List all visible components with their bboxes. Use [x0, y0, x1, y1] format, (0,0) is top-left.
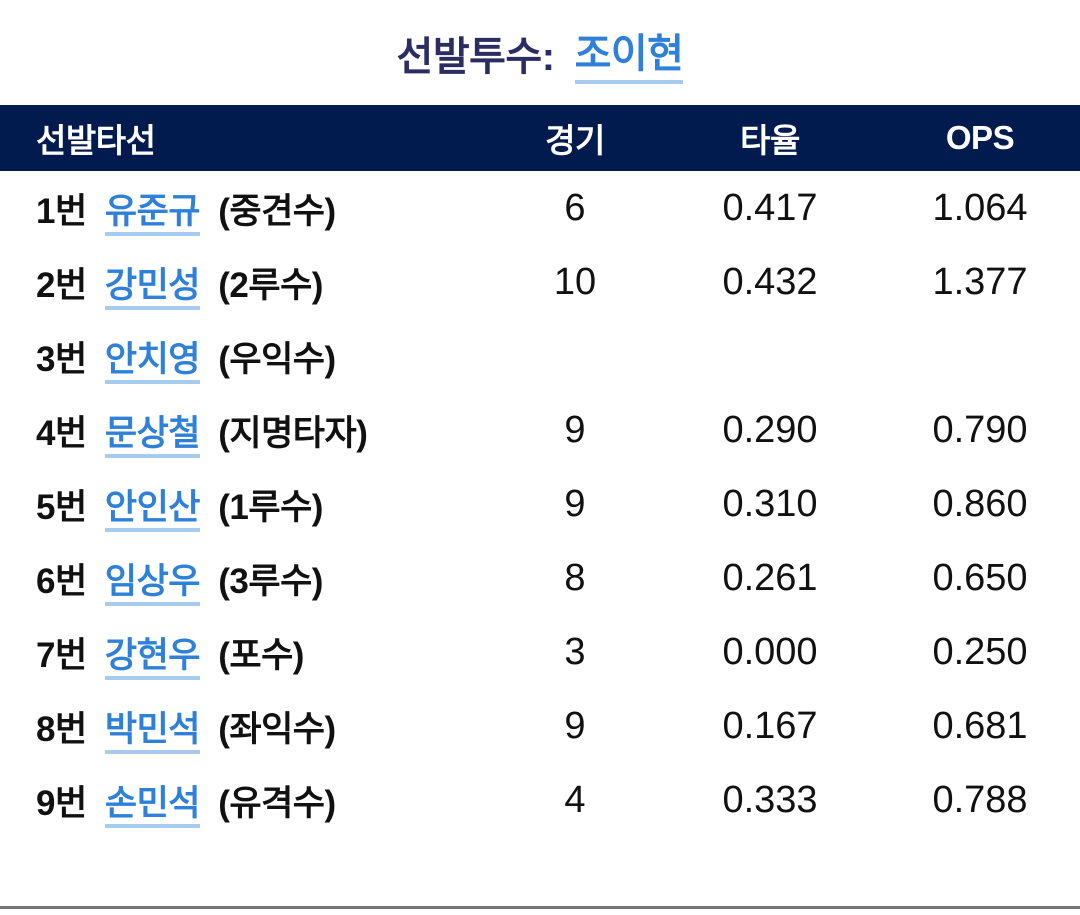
table-row: 7번 강현우 (포수) 3 0.000 0.250: [0, 615, 1080, 689]
lineup-cell: 3번 안치영 (우익수): [0, 331, 490, 384]
column-header-batting-average: 타율: [740, 122, 800, 159]
player-position-label: (1루수): [218, 487, 323, 527]
ops-value: 0.860: [932, 482, 1028, 525]
player-position-label: (우익수): [218, 339, 336, 379]
player-position-label: (3루수): [218, 561, 323, 601]
batting-order-label: 4번: [36, 413, 87, 453]
ops-value: 0.681: [932, 704, 1028, 747]
table-body: 1번 유준규 (중견수) 6 0.417 1.064 2번 강민성 (2루수) …: [0, 171, 1080, 837]
games-value: 9: [564, 704, 586, 747]
lineup-cell: 2번 강민성 (2루수): [0, 257, 490, 310]
batting-average-value: 0.432: [722, 260, 818, 303]
games-value: 3: [564, 630, 586, 673]
games-value: 4: [564, 778, 586, 821]
batting-order-label: 6번: [36, 561, 87, 601]
player-link[interactable]: 문상철: [104, 413, 201, 458]
lineup-cell: 7번 강현우 (포수): [0, 627, 490, 680]
player-position-label: (중견수): [218, 191, 336, 231]
lineup-cell: 6번 임상우 (3루수): [0, 553, 490, 606]
lineup-cell: 8번 박민석 (좌익수): [0, 701, 490, 754]
batting-average-value: 0.290: [722, 408, 818, 451]
table-row: 9번 손민석 (유격수) 4 0.333 0.788: [0, 763, 1080, 837]
player-position-label: (포수): [218, 635, 304, 675]
batting-average-value: 0.333: [722, 778, 818, 821]
games-value: 9: [564, 408, 586, 451]
games-value: 9: [564, 482, 586, 525]
ops-value: 0.790: [932, 408, 1028, 451]
batting-order-label: 8번: [36, 709, 87, 749]
bottom-divider: [0, 906, 1080, 909]
lineup-cell: 9번 손민석 (유격수): [0, 775, 490, 828]
lineup-cell: 4번 문상철 (지명타자): [0, 405, 490, 458]
batting-average-value: 0.000: [722, 630, 818, 673]
ops-value: 0.250: [932, 630, 1028, 673]
table-header: 선발타선 경기 타율 OPS: [0, 105, 1080, 171]
table-row: 8번 박민석 (좌익수) 9 0.167 0.681: [0, 689, 1080, 763]
batting-order-label: 1번: [36, 191, 87, 231]
pitcher-link[interactable]: 조이현: [574, 21, 684, 84]
player-link[interactable]: 안인산: [104, 487, 201, 532]
player-position-label: (지명타자): [218, 413, 368, 453]
player-link[interactable]: 임상우: [104, 561, 201, 606]
batting-order-label: 3번: [36, 339, 87, 379]
table-row: 1번 유준규 (중견수) 6 0.417 1.064: [0, 171, 1080, 245]
batting-average-value: 0.417: [722, 186, 818, 229]
table-row: 5번 안인산 (1루수) 9 0.310 0.860: [0, 467, 1080, 541]
player-link[interactable]: 강민성: [104, 265, 201, 310]
table-row: 6번 임상우 (3루수) 8 0.261 0.650: [0, 541, 1080, 615]
batting-order-label: 7번: [36, 635, 87, 675]
table-row: 3번 안치영 (우익수): [0, 319, 1080, 393]
column-header-lineup: 선발타선: [36, 122, 156, 159]
column-header-ops: OPS: [945, 119, 1015, 156]
player-position-label: (2루수): [218, 265, 323, 305]
batting-average-value: 0.167: [722, 704, 818, 747]
games-value: 6: [564, 186, 586, 229]
table-row: 2번 강민성 (2루수) 10 0.432 1.377: [0, 245, 1080, 319]
player-link[interactable]: 강현우: [104, 635, 201, 680]
page-title: 선발투수: 조이현: [0, 0, 1080, 105]
player-position-label: (좌익수): [218, 709, 336, 749]
player-position-label: (유격수): [218, 783, 336, 823]
games-value: 8: [564, 556, 586, 599]
batting-order-label: 5번: [36, 487, 87, 527]
ops-value: 0.788: [932, 778, 1028, 821]
batting-order-label: 2번: [36, 265, 87, 305]
ops-value: 1.377: [932, 260, 1028, 303]
player-link[interactable]: 박민석: [104, 709, 201, 754]
batting-average-value: 0.261: [722, 556, 818, 599]
ops-value: 1.064: [932, 186, 1028, 229]
lineup-cell: 1번 유준규 (중견수): [0, 183, 490, 236]
column-header-games: 경기: [545, 122, 605, 159]
table-row: 4번 문상철 (지명타자) 9 0.290 0.790: [0, 393, 1080, 467]
batting-order-label: 9번: [36, 783, 87, 823]
batting-average-value: 0.310: [722, 482, 818, 525]
player-link[interactable]: 안치영: [104, 339, 201, 384]
player-link[interactable]: 손민석: [104, 783, 201, 828]
games-value: 10: [553, 260, 597, 303]
ops-value: 0.650: [932, 556, 1028, 599]
player-link[interactable]: 유준규: [104, 191, 201, 236]
lineup-cell: 5번 안인산 (1루수): [0, 479, 490, 532]
starting-pitcher-label: 선발투수:: [396, 34, 556, 79]
